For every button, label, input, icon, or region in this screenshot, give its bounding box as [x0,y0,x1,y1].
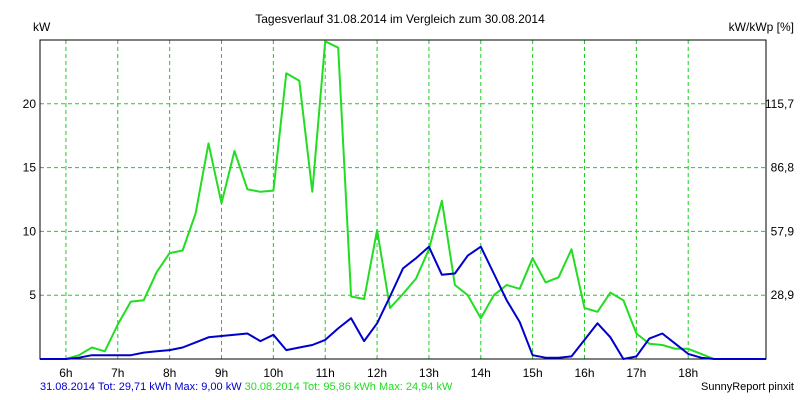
legend-series-2: 30.08.2014 Tot: 95,86 kWh Max: 24,94 kW [244,381,453,393]
y2-tick-label: 86,8 [771,161,795,175]
series-lines [40,40,766,360]
x-tick-label: 7h [111,366,124,380]
x-tick-label: 12h [367,366,387,380]
legend-series-1: 31.08.2014 Tot: 29,71 kWh Max: 9,00 kW [40,381,242,393]
x-tick-label: 8h [163,366,176,380]
x-tick-label: 14h [471,366,491,380]
x-tick-label: 16h [574,366,594,380]
brand-label: SunnyReport pinxit [701,381,794,393]
plot-frame [39,39,767,360]
x-tick-label: 18h [678,366,698,380]
y-tick-label: 5 [29,288,36,302]
x-tick-label: 6h [59,366,72,380]
y2-tick-label: 115,7 [765,97,794,111]
x-tick-label: 15h [523,366,543,380]
y2-tick-label: 57,9 [771,224,795,238]
x-tick-label: 17h [626,366,646,380]
chart-title: Tagesverlauf 31.08.2014 im Vergleich zum… [255,12,545,26]
series-line-31.08.2014 [40,245,766,360]
x-tick-label: 13h [419,366,439,380]
y-tick-labels: 5 10 15 20 [23,97,37,302]
y-tick-label: 20 [23,97,37,111]
legend-summary: 31.08.2014 Tot: 29,71 kWh Max: 9,00 kW 3… [40,381,452,393]
y2-tick-label: 28,9 [771,288,795,302]
y-tick-label: 10 [23,224,37,238]
x-tick-label: 9h [215,366,228,380]
y-axis-label: kW [33,20,51,34]
y2-axis-label: kW/kWp [%] [729,20,794,34]
x-tick-label: 10h [263,366,283,380]
y-tick-label: 15 [23,161,37,175]
y2-tick-labels: 28,9 57,9 86,8 115,7 [765,97,794,302]
grid [40,40,766,359]
x-tick-label: 11h [316,366,335,380]
series-line-30.08.2014 [40,40,766,360]
x-tick-labels: 6h 7h 8h 9h 10h 11h 12h 13h 14h 15h 16h 17h 18h [59,366,698,380]
